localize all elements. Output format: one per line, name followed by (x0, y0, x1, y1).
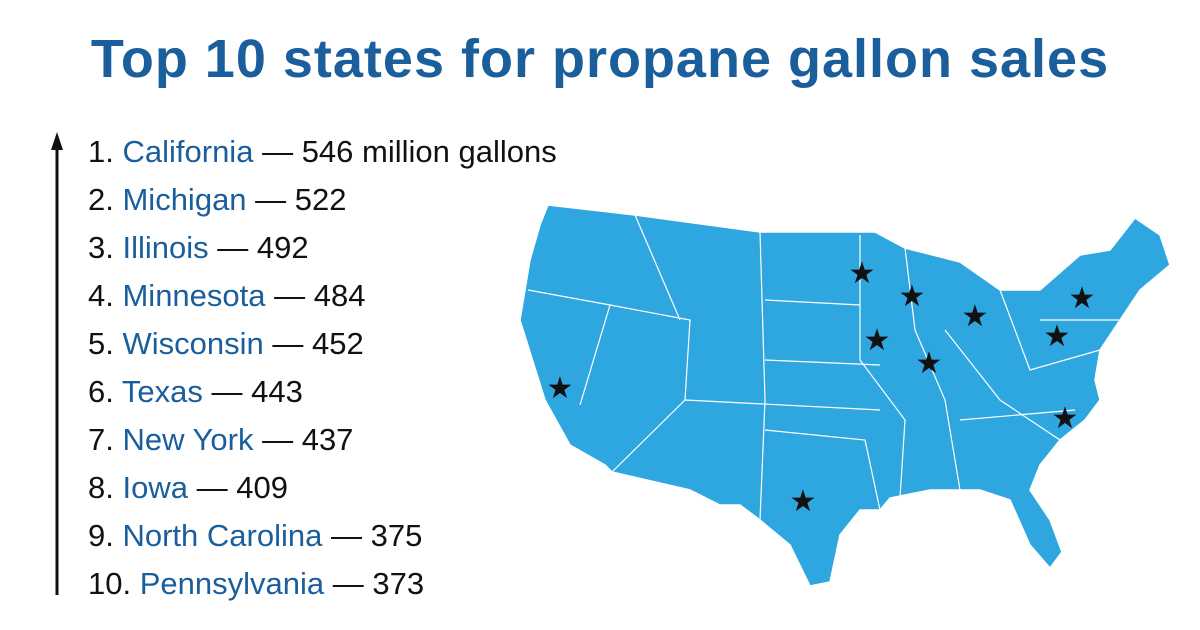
state-name: Texas (121, 374, 203, 409)
star: ★ (1052, 402, 1079, 435)
rank: 7. (88, 422, 114, 457)
value: 373 (372, 566, 425, 601)
star: ★ (790, 485, 817, 518)
value: 437 (301, 422, 354, 457)
list-item: 9. North Carolina — 375 (88, 512, 557, 560)
star: ★ (849, 257, 876, 290)
star: ★ (1069, 282, 1096, 315)
value: 452 (312, 326, 364, 361)
rank: 1. (88, 134, 114, 169)
state-name: Iowa (122, 470, 188, 505)
unit: million gallons (362, 134, 557, 169)
state-name: Pennsylvania (139, 566, 325, 601)
rank: 5. (88, 326, 114, 361)
list-item: 10. Pennsylvania — 373 (88, 560, 557, 608)
rank: 3. (88, 230, 114, 265)
state-name: Wisconsin (122, 326, 264, 361)
rank: 6. (88, 374, 114, 409)
state-name: Minnesota (122, 278, 266, 313)
dash: — (255, 182, 287, 217)
rank: 9. (88, 518, 114, 553)
dash: — (217, 230, 249, 265)
dash: — (274, 278, 306, 313)
rank: 4. (88, 278, 114, 313)
rank: 2. (88, 182, 114, 217)
star: ★ (547, 372, 574, 405)
state-name: Michigan (122, 182, 247, 217)
dash: — (262, 422, 294, 457)
arrow-head (51, 132, 63, 150)
list-item: 2. Michigan — 522 (88, 176, 557, 224)
state-name: New York (122, 422, 254, 457)
value: 484 (313, 278, 366, 313)
us-map (519, 204, 1171, 587)
dash: — (211, 374, 243, 409)
state-name: Illinois (122, 230, 209, 265)
dash: — (332, 566, 364, 601)
list-item: 5. Wisconsin — 452 (88, 320, 557, 368)
value: 522 (294, 182, 347, 217)
dash: — (330, 518, 362, 553)
list-item: 7. New York — 437 (88, 416, 557, 464)
state-name: North Carolina (122, 518, 323, 553)
star: ★ (962, 300, 989, 333)
value: 375 (370, 518, 423, 553)
star: ★ (864, 324, 891, 357)
stars: ★ ★ ★ ★ ★ ★ ★ ★ ★ ★ (547, 257, 1096, 518)
star: ★ (916, 347, 943, 380)
dash: — (196, 470, 228, 505)
star: ★ (1044, 320, 1071, 353)
star: ★ (899, 280, 926, 313)
ranking-list: 1. California — 546 million gallons 2. Mi… (88, 128, 557, 608)
list-item: 8. Iowa — 409 (88, 464, 557, 512)
dash: — (272, 326, 304, 361)
list-item: 4. Minnesota — 484 (88, 272, 557, 320)
list-item: 3. Illinois — 492 (88, 224, 557, 272)
list-item: 6. Texas — 443 (88, 368, 557, 416)
title: Top 10 states for propane gallon sales (90, 29, 1110, 89)
dash: — (262, 134, 294, 169)
value: 443 (251, 374, 303, 409)
value: 492 (256, 230, 309, 265)
list-item: 1. California — 546 million gallons (88, 128, 557, 176)
value: 546 (301, 134, 354, 169)
rank: 10. (88, 566, 132, 601)
state-borders (527, 214, 1120, 521)
value: 409 (236, 470, 288, 505)
state-name: California (122, 134, 254, 169)
rank: 8. (88, 470, 114, 505)
